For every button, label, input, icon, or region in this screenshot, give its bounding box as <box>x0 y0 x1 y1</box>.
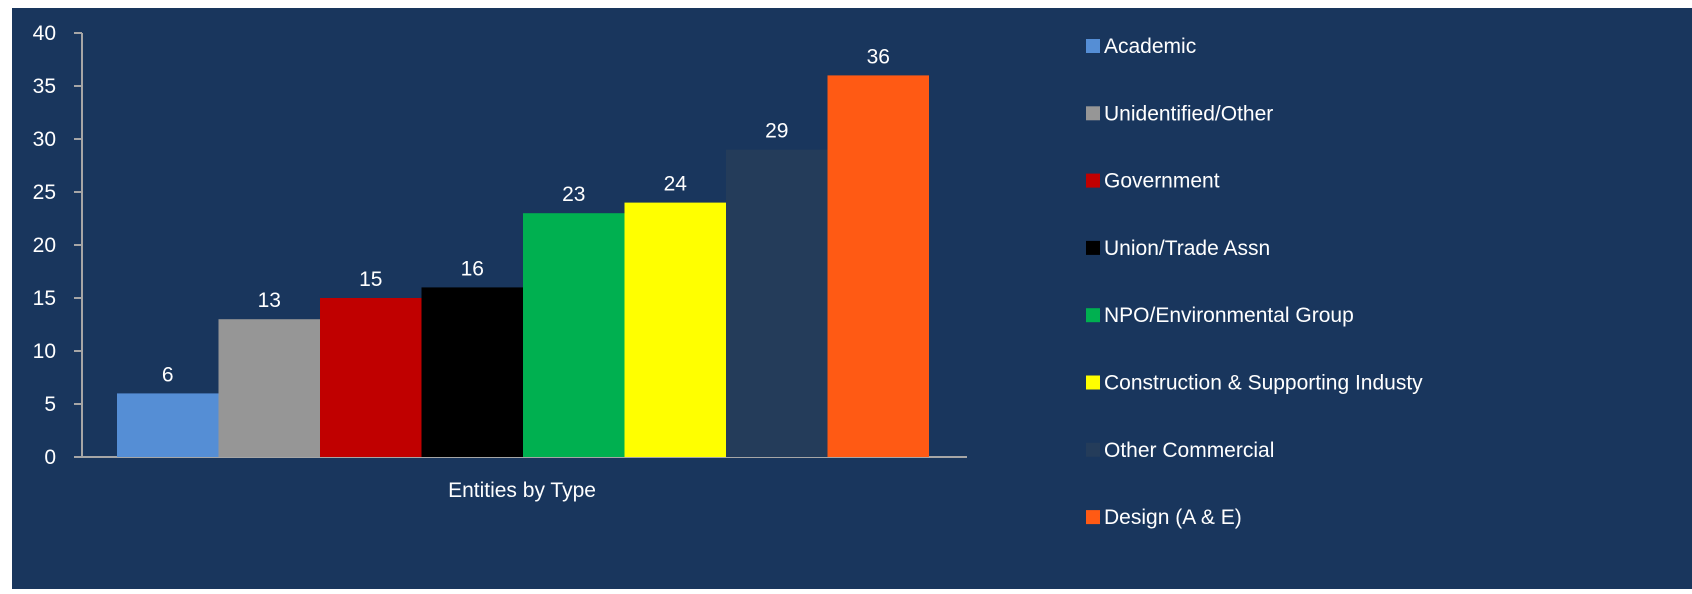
legend-label: Academic <box>1104 35 1196 58</box>
bar <box>726 149 828 457</box>
y-tick-label: 20 <box>33 234 56 257</box>
legend-swatch <box>1086 240 1100 255</box>
y-tick-label: 0 <box>44 446 56 469</box>
data-label: 36 <box>867 45 890 68</box>
legend-swatch <box>1086 308 1100 323</box>
y-tick-label: 40 <box>33 22 56 45</box>
legend-label: NPO/Environmental Group <box>1104 304 1354 327</box>
data-label: 6 <box>162 363 174 386</box>
bar <box>320 298 422 457</box>
legend-swatch <box>1086 442 1100 457</box>
y-tick-label: 10 <box>33 340 56 363</box>
legend-label: Other Commercial <box>1104 439 1274 462</box>
legend-swatch <box>1086 39 1100 53</box>
bar <box>523 213 625 457</box>
legend-label: Government <box>1104 170 1220 193</box>
y-tick-label: 25 <box>33 181 56 204</box>
y-tick-label: 30 <box>33 128 56 151</box>
bar <box>117 393 219 457</box>
y-tick-label: 35 <box>33 75 56 98</box>
legend-swatch <box>1086 510 1100 525</box>
y-tick-label: 5 <box>44 393 56 416</box>
legend-label: Union/Trade Assn <box>1104 237 1270 260</box>
data-label: 23 <box>562 183 585 206</box>
chart-panel: 0 5 10 15 20 25 30 35 40 6 13 15 16 23 24 29 36 Entities … <box>12 8 1692 589</box>
legend-swatch <box>1086 375 1100 390</box>
data-label: 16 <box>461 257 484 280</box>
x-axis-title: Entities by Type <box>448 479 596 502</box>
bar <box>827 75 929 458</box>
y-tick-label: 15 <box>33 287 56 310</box>
legend-swatch <box>1086 173 1100 188</box>
legend-swatch <box>1086 106 1100 121</box>
legend-label: Construction & Supporting Industy <box>1104 372 1423 395</box>
bar <box>218 319 320 457</box>
legend-label: Unidentified/Other <box>1104 102 1273 125</box>
data-label: 15 <box>359 268 382 291</box>
data-label: 24 <box>664 173 688 196</box>
legend-label: Design (A & E) <box>1104 506 1242 529</box>
bar <box>421 287 523 457</box>
bar <box>624 202 726 457</box>
data-label: 13 <box>258 289 281 312</box>
data-label: 29 <box>765 120 788 143</box>
bar-chart: 0 5 10 15 20 25 30 35 40 6 13 15 16 23 24 29 36 Entities … <box>33 22 1424 529</box>
